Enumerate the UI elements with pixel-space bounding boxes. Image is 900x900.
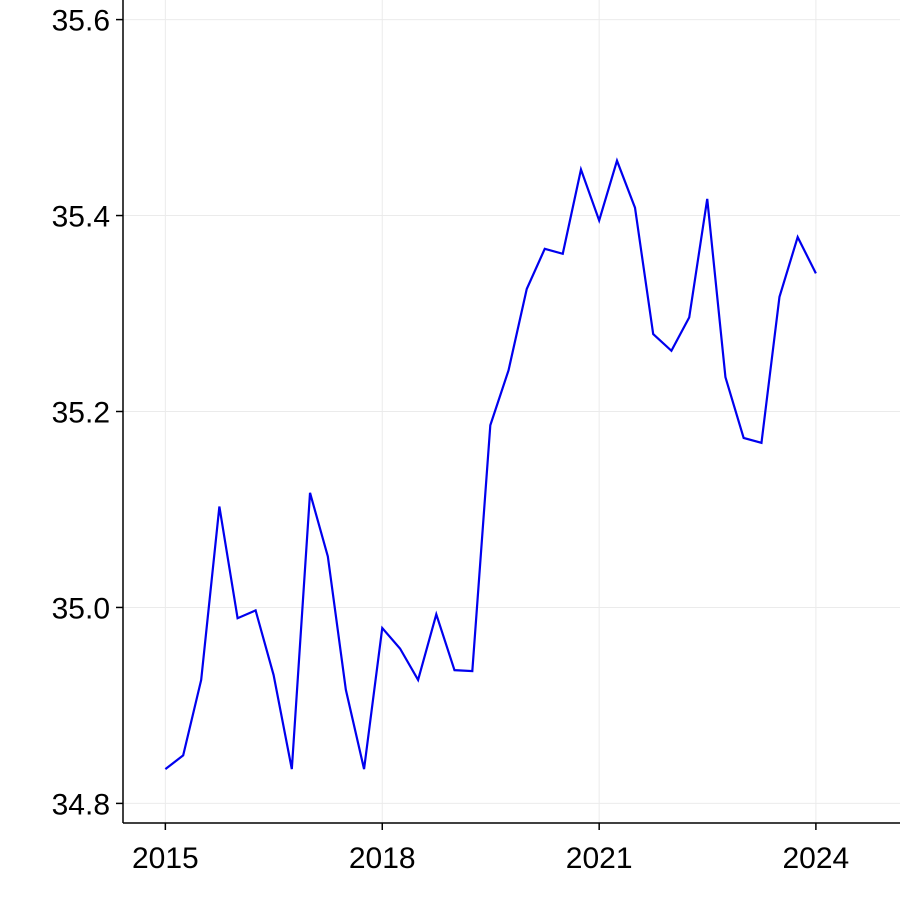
series-line: [164, 157, 817, 770]
x-tick-label: 2015: [132, 842, 199, 875]
axis-ticks: 34.8 35.0 35.2 35.4 35.6 2015 2018 2021 2024: [52, 5, 850, 875]
y-tick-label: 35.6: [52, 5, 110, 38]
y-tick-label: 35.4: [52, 201, 110, 234]
y-tick-label: 34.8: [52, 788, 110, 821]
y-tick-label: 35.0: [52, 592, 110, 625]
x-tick-label: 2018: [349, 842, 416, 875]
x-tick-label: 2021: [566, 842, 633, 875]
series-lines: [164, 157, 817, 770]
x-tick-label: 2024: [783, 842, 850, 875]
y-tick-label: 35.2: [52, 397, 110, 430]
grid-lines: [123, 0, 900, 823]
